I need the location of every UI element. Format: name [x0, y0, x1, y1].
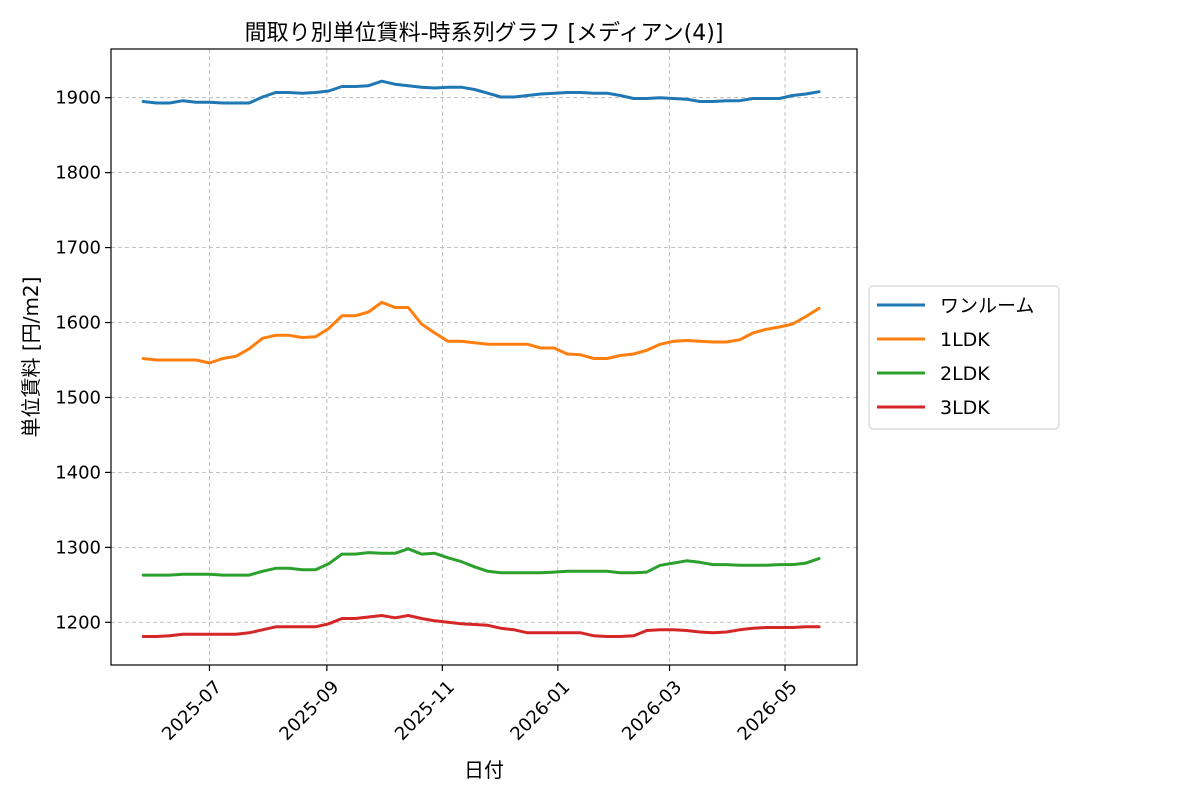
- x-axis-label: 日付: [464, 758, 504, 782]
- axis-ticks: 1200 1300 1400 1500 1600 1700 1800 1900 2025-07 2…: [55, 88, 801, 745]
- chart-title: 間取り別単位賃料-時系列グラフ [メディアン(4)]: [245, 21, 724, 46]
- legend-box: [868, 285, 1060, 430]
- y-tick-label: 1400: [55, 462, 101, 483]
- y-tick-label: 1200: [55, 612, 101, 633]
- x-tick-label: 2025-11: [391, 677, 459, 745]
- x-tick-label: 2025-09: [275, 677, 343, 745]
- grid: [111, 49, 857, 665]
- y-tick-label: 1900: [55, 88, 101, 109]
- series-group: [141, 79, 821, 638]
- x-tick-label: 2025-07: [158, 677, 226, 745]
- y-tick-label: 1300: [55, 537, 101, 558]
- y-tick-label: 1600: [55, 313, 101, 334]
- legend: ワンルーム 1LDK 2LDK 3LDK: [868, 285, 1060, 430]
- plot-frame: [110, 48, 858, 666]
- x-tick-label: 2026-05: [734, 677, 802, 745]
- y-axis-label: 単位賃料 [円/m2]: [19, 277, 43, 438]
- legend-entry-label: 1LDK: [940, 329, 990, 351]
- y-tick-label: 1700: [55, 238, 101, 259]
- x-tick-label: 2026-01: [506, 677, 574, 745]
- series-line: [141, 300, 821, 365]
- x-tick-label: 2026-03: [618, 677, 686, 745]
- series-line: [141, 79, 821, 105]
- legend-entry-label: 2LDK: [940, 363, 990, 385]
- series-line: [141, 547, 821, 577]
- y-tick-label: 1800: [55, 163, 101, 184]
- series-line: [141, 614, 821, 638]
- legend-entry-label: 3LDK: [940, 397, 990, 419]
- y-tick-label: 1500: [55, 387, 101, 408]
- legend-entry-label: ワンルーム: [940, 295, 1034, 317]
